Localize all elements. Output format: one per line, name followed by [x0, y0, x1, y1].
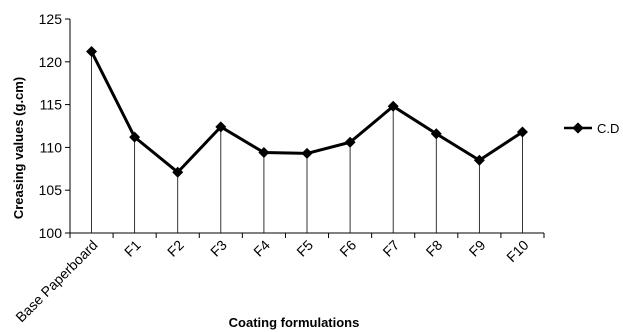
x-tick-labels: Base Paperboard F1 F2 F3 F4 F5 F6 F7 F8 F9 F10	[12, 233, 545, 325]
x-tick-label: F10	[503, 237, 532, 266]
data-point-marker	[215, 121, 227, 133]
x-tick-label: F7	[379, 237, 402, 260]
data-point-marker	[344, 136, 356, 148]
x-tick-label: Base Paperboard	[12, 237, 100, 325]
x-tick-label: F8	[423, 237, 446, 260]
data-point-marker	[430, 128, 442, 140]
legend: C.D	[564, 121, 619, 136]
x-tick-label: F6	[336, 237, 359, 260]
x-tick-label: F4	[250, 237, 273, 260]
y-tick-label: 125	[39, 11, 63, 27]
y-axis-title: Creasing values (g.cm)	[11, 77, 26, 219]
drop-lines	[91, 51, 523, 233]
y-tick-label: 105	[39, 182, 63, 198]
x-axis-title: Coating formulations	[229, 315, 360, 330]
x-tick-label: F9	[466, 237, 489, 260]
y-tick-label: 120	[39, 54, 63, 70]
data-point-marker	[172, 166, 184, 178]
data-point-marker	[516, 126, 528, 138]
data-point-marker	[473, 154, 485, 166]
series-layer	[86, 46, 528, 178]
y-tick-label: 110	[40, 139, 63, 155]
y-tick-label: 100	[39, 225, 63, 241]
y-tick-labels: 100 105 110 115 120 125	[39, 11, 70, 241]
legend-label: C.D	[597, 121, 619, 136]
x-tick-label: F1	[121, 237, 144, 260]
x-tick-label: F2	[164, 237, 187, 260]
data-point-marker	[129, 131, 141, 143]
data-point-marker	[387, 100, 399, 112]
y-tick-label: 115	[40, 97, 63, 113]
x-tick-label: F3	[207, 237, 230, 260]
data-point-marker	[86, 46, 98, 58]
data-point-marker	[301, 147, 313, 159]
x-tick-label: F5	[293, 237, 316, 260]
data-point-marker	[258, 147, 270, 159]
legend-marker	[572, 122, 584, 134]
axes	[69, 19, 544, 234]
